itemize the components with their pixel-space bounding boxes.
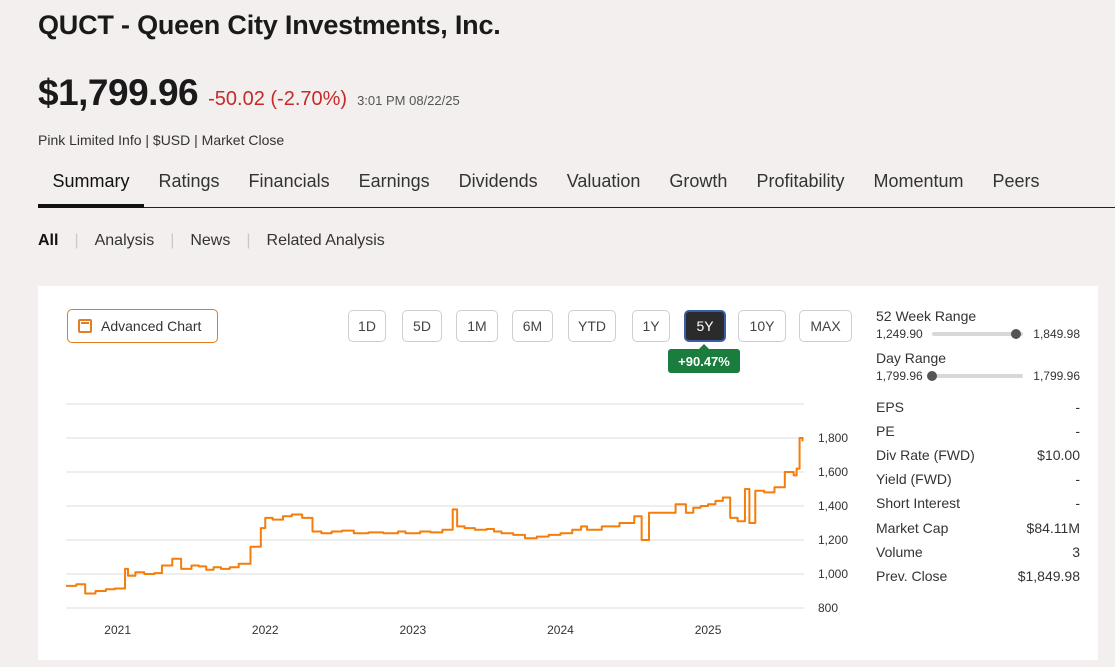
week52-marker [1010,329,1021,339]
stat-div-rate: Div Rate (FWD) $10.00 [876,443,1080,467]
filter-all[interactable]: All [38,232,59,249]
stat-yield: Yield (FWD) - [876,467,1080,491]
range-1m[interactable]: 1M [456,310,498,342]
last-price: $1,799.96 [38,72,199,113]
stat-eps: EPS - [876,395,1080,419]
stat-value: - [1075,495,1080,512]
tab-growth[interactable]: Growth [669,171,728,191]
x-tick-label: 2023 [400,623,427,637]
y-tick-label: 1,400 [818,499,848,513]
stat-value: $10.00 [1037,447,1080,464]
x-tick-label: 2025 [695,623,722,637]
week52-high: 1,849.98 [1033,327,1080,341]
range-1y[interactable]: 1Y [632,310,670,342]
week52-bar [932,329,1024,339]
day-low: 1,799.96 [876,369,923,383]
tab-valuation[interactable]: Valuation [566,171,641,191]
stat-label: Volume [876,543,923,560]
range-5d[interactable]: 5D [402,310,442,342]
tab-earnings[interactable]: Earnings [358,171,430,191]
key-stats: 52 Week Range 1,249.90 1,849.98 Day Rang… [876,308,1080,588]
x-tick-label: 2022 [252,623,279,637]
divider: | [246,232,251,249]
stat-volume: Volume 3 [876,540,1080,564]
day-range: Day Range 1,799.96 1,799.96 [876,350,1080,383]
stat-prev-close: Prev. Close $1,849.98 [876,564,1080,588]
week52-label: 52 Week Range [876,308,977,324]
day-high: 1,799.96 [1033,369,1080,383]
y-tick-label: 1,000 [818,567,848,581]
y-tick-label: 1,200 [818,533,848,547]
stat-value: - [1075,399,1080,416]
stat-label: PE [876,423,895,440]
tab-peers[interactable]: Peers [992,171,1040,191]
day-range-label: Day Range [876,350,947,366]
range-10y[interactable]: 10Y [738,310,786,342]
market-info: Pink Limited Info | $USD | Market Close [38,132,285,148]
price-change: -50.02 (-2.70%) [208,88,348,110]
y-tick-label: 1,800 [818,431,848,445]
tab-ratings[interactable]: Ratings [158,171,220,191]
filter-news[interactable]: News [190,232,231,249]
stat-value: - [1075,471,1080,488]
price-chart: 800 1,000 1,200 1,400 1,600 1,800 2021 2022 2023… [66,403,848,637]
divider: | [170,232,175,249]
tab-profitability[interactable]: Profitability [756,171,845,191]
filter-related-analysis[interactable]: Related Analysis [266,232,385,249]
divider: | [74,232,79,249]
stat-value: 3 [1072,543,1080,560]
range-6m[interactable]: 6M [512,310,553,342]
advanced-chart-label: Advanced Chart [101,318,202,334]
day-marker [927,371,937,381]
content-filter: All | Analysis | News | Related Analysis [38,232,385,250]
tab-financials[interactable]: Financials [248,171,330,191]
stat-market-cap: Market Cap $84.11M [876,515,1080,539]
quote-timestamp: 3:01 PM 08/22/25 [357,93,460,108]
stat-pe: PE - [876,419,1080,443]
range-ytd[interactable]: YTD [568,310,616,342]
stat-short-interest: Short Interest - [876,491,1080,515]
page-title: QUCT - Queen City Investments, Inc. [38,10,501,40]
tab-dividends[interactable]: Dividends [458,171,538,191]
advanced-chart-button[interactable]: Advanced Chart [67,309,218,343]
stat-label: Short Interest [876,495,961,512]
stat-label: EPS [876,399,905,416]
stat-value: - [1075,423,1080,440]
range-max[interactable]: MAX [799,310,852,342]
range-1d[interactable]: 1D [348,310,386,342]
stat-label: Prev. Close [876,567,948,584]
day-bar [927,371,1024,381]
stat-value: $84.11M [1026,519,1080,536]
x-tick-label: 2021 [104,623,131,637]
chart-window-icon [78,319,92,333]
range-5y[interactable]: 5Y [684,310,726,342]
y-tick-label: 800 [818,601,838,615]
section-tabs: Summary Ratings Financials Earnings Divi… [38,163,1115,208]
stat-label: Market Cap [876,519,949,536]
week52-low: 1,249.90 [876,327,923,341]
week52-range: 52 Week Range 1,249.90 1,849.98 [876,308,1080,341]
tab-momentum[interactable]: Momentum [873,171,964,191]
y-tick-label: 1,600 [818,465,848,479]
performance-badge: +90.47% [668,344,740,373]
price-row: $1,799.96 -50.02 (-2.70%) 3:01 PM 08/22/… [38,72,460,114]
price-series-line [66,437,804,595]
chart-panel: Advanced Chart 1D 5D 1M 6M YTD 1Y 5Y 10Y… [38,286,1098,660]
range-selector: 1D 5D 1M 6M YTD 1Y 5Y 10Y MAX [38,310,1098,344]
x-tick-label: 2024 [547,623,574,637]
stat-label: Div Rate (FWD) [876,447,975,464]
tab-summary[interactable]: Summary [38,163,145,208]
filter-analysis[interactable]: Analysis [94,232,155,249]
stat-value: $1,849.98 [1017,567,1080,584]
stat-label: Yield (FWD) [876,471,952,488]
